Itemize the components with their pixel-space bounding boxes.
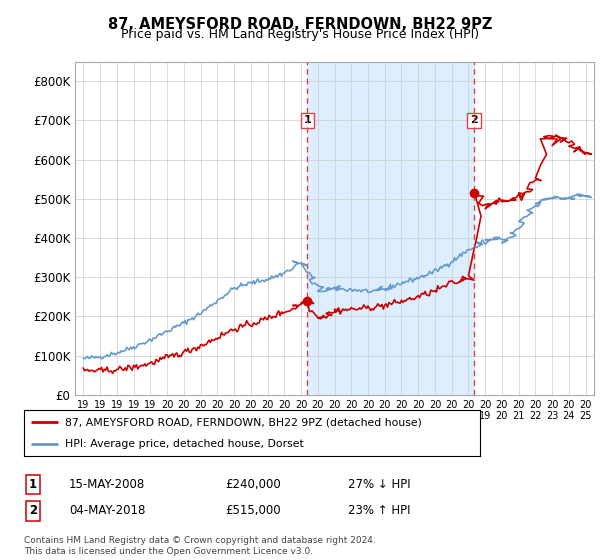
Text: Contains HM Land Registry data © Crown copyright and database right 2024.
This d: Contains HM Land Registry data © Crown c… [24,536,376,556]
Text: HPI: Average price, detached house, Dorset: HPI: Average price, detached house, Dors… [65,439,304,449]
Text: 1: 1 [304,115,311,125]
Text: 23% ↑ HPI: 23% ↑ HPI [348,504,410,517]
Text: Price paid vs. HM Land Registry's House Price Index (HPI): Price paid vs. HM Land Registry's House … [121,28,479,41]
Text: 2: 2 [470,115,478,125]
Text: 04-MAY-2018: 04-MAY-2018 [69,504,145,517]
Text: 2: 2 [29,504,37,517]
Text: 1: 1 [29,478,37,491]
Text: 87, AMEYSFORD ROAD, FERNDOWN, BH22 9PZ (detached house): 87, AMEYSFORD ROAD, FERNDOWN, BH22 9PZ (… [65,417,422,427]
Text: 15-MAY-2008: 15-MAY-2008 [69,478,145,491]
Bar [307,62,474,395]
Text: 27% ↓ HPI: 27% ↓ HPI [348,478,410,491]
Text: £515,000: £515,000 [225,504,281,517]
Text: £240,000: £240,000 [225,478,281,491]
Text: 87, AMEYSFORD ROAD, FERNDOWN, BH22 9PZ: 87, AMEYSFORD ROAD, FERNDOWN, BH22 9PZ [108,17,492,32]
